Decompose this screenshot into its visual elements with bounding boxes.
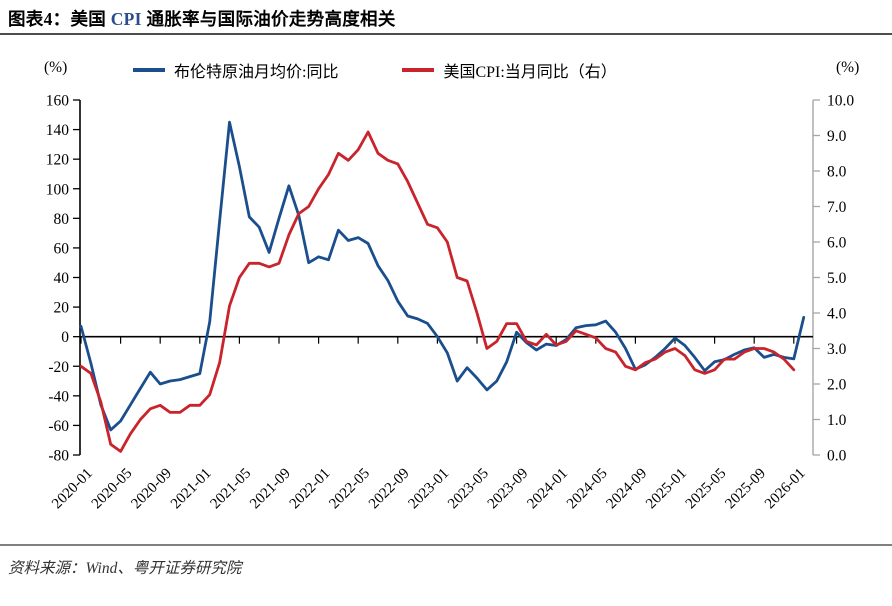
x-axis-tick-label: 2024-09	[604, 466, 651, 513]
x-axis-tick-label: 2020-05	[89, 466, 136, 513]
legend-item-cpi: 美国CPI:当月同比（右）	[402, 58, 617, 82]
x-axis-tick-label: 2023-01	[406, 466, 453, 513]
brent-yoy-line	[79, 120, 806, 432]
chart-legend: 布伦特原油月均价:同比 美国CPI:当月同比（右）	[133, 58, 617, 82]
right-axis-tick-label: 2.0	[827, 377, 847, 394]
legend-label-cpi: 美国CPI:当月同比（右）	[443, 64, 617, 81]
cpi-line-swatch	[402, 68, 435, 72]
left-axis-tick-label: 60	[54, 240, 70, 257]
right-axis-tick-label: 9.0	[827, 128, 847, 145]
left-axis-unit-label: (%)	[44, 59, 68, 76]
left-axis-tick-label: 120	[46, 152, 70, 169]
right-axis-tick-label: 8.0	[827, 164, 847, 181]
x-axis-tick-label: 2022-09	[366, 466, 413, 513]
x-axis-tick-label: 2024-05	[564, 466, 611, 513]
x-axis-tick-label: 2021-09	[247, 466, 294, 513]
x-axis-tick-label: 2023-09	[485, 466, 532, 513]
x-axis-tick-label: 2021-01	[168, 466, 215, 513]
legend-item-brent: 布伦特原油月均价:同比	[133, 58, 338, 82]
right-axis-tick-label: 5.0	[827, 270, 847, 287]
left-axis-tick-label: -20	[48, 359, 69, 376]
left-axis-tick-label: 80	[54, 211, 70, 228]
right-axis-tick-label: 3.0	[827, 341, 847, 358]
page-title: 图表4：美国 CPI 通胀率与国际油价走势高度相关	[8, 6, 396, 31]
title-underline	[0, 33, 892, 35]
left-axis-tick-label: 20	[54, 300, 70, 317]
x-axis-tick-label: 2022-05	[326, 466, 373, 513]
right-axis-tick-label: 6.0	[827, 235, 847, 252]
x-axis-tick-label: 2020-09	[128, 466, 175, 513]
x-axis-tick-label: 2021-05	[208, 466, 255, 513]
x-axis-tick-label: 2024-01	[524, 466, 571, 513]
left-axis-tick-label: -60	[48, 418, 69, 435]
x-axis-tick-label: 2025-09	[722, 466, 769, 513]
left-axis-tick-label: -80	[48, 448, 69, 465]
right-axis-tick-label: 10.0	[827, 93, 854, 110]
left-axis-tick-label: 160	[46, 93, 70, 110]
title-highlight-cpi: CPI	[110, 9, 142, 29]
x-axis-tick-label: 2023-05	[445, 466, 492, 513]
x-axis-tick-label: 2026-01	[762, 466, 809, 513]
footer-divider	[0, 544, 892, 546]
title-prefix: 图表4：美国	[8, 9, 111, 29]
x-axis-tick-label: 2025-01	[643, 466, 690, 513]
left-axis-tick-label: -40	[48, 388, 69, 405]
us-cpi-yoy-line	[79, 130, 796, 453]
legend-label-brent: 布伦特原油月均价:同比	[174, 64, 339, 81]
right-axis-tick-label: 0.0	[827, 448, 847, 465]
x-axis-tick-label: 2022-01	[287, 466, 334, 513]
x-axis-tick-label: 2025-05	[683, 466, 730, 513]
left-axis-tick-label: 100	[46, 181, 70, 198]
source-text: 资料来源：Wind、粤开证券研究院	[8, 560, 242, 577]
left-axis-tick-label: 0	[61, 329, 69, 346]
right-axis-tick-label: 7.0	[827, 199, 847, 216]
brent-line-swatch	[133, 68, 165, 72]
x-axis-tick-label: 2020-01	[49, 466, 96, 513]
right-axis-tick-label: 4.0	[827, 306, 847, 323]
left-axis-tick-label: 140	[46, 122, 70, 139]
title-suffix: 通胀率与国际油价走势高度相关	[141, 9, 396, 29]
left-axis-tick-label: 40	[54, 270, 70, 287]
right-axis-tick-label: 1.0	[827, 412, 847, 429]
right-axis-unit-label: (%)	[836, 59, 860, 76]
